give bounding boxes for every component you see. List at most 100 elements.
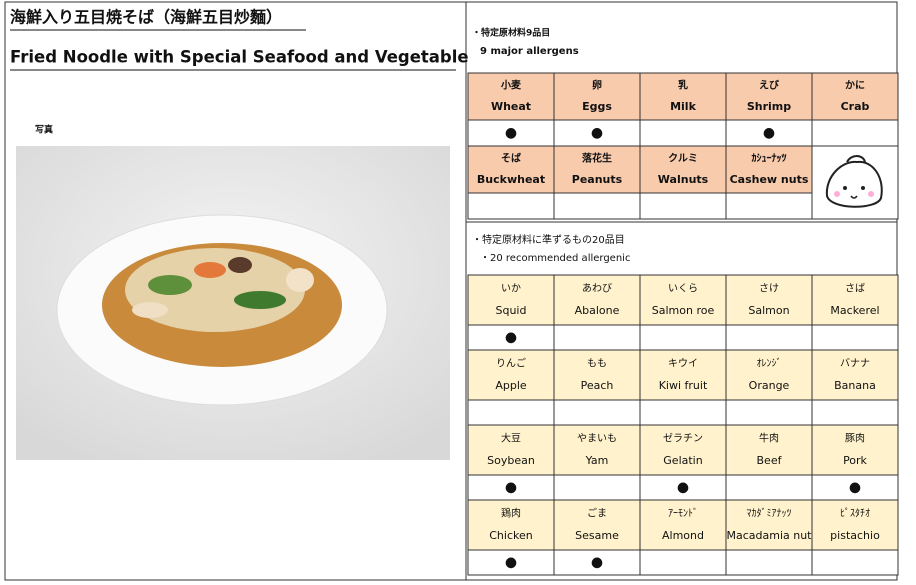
allergen-en: Pork (843, 454, 867, 467)
allergen-jp: ｱｰﾓﾝﾄﾞ (668, 508, 698, 520)
allergen-jp: ｵﾚﾝｼﾞ (757, 358, 782, 370)
name-cell (811, 424, 899, 476)
name-cell (811, 72, 899, 121)
allergen-en: Salmon (748, 304, 789, 317)
mark-cell (553, 474, 641, 501)
allergen-en: Abalone (575, 304, 620, 317)
mark-cell (553, 549, 641, 576)
allergen-en: Macadamia nut (726, 529, 812, 542)
mark-cell (811, 549, 899, 576)
mark-cell (553, 192, 641, 220)
allergen-jp: ｶｼｭｰﾅｯﾂ (752, 153, 787, 165)
allergen-jp: クルミ (668, 153, 698, 165)
allergen-jp: 落花生 (582, 152, 612, 165)
mark-cell (639, 119, 727, 147)
allergen-jp: ﾏｶﾀﾞﾐｱﾅｯﾂ (747, 508, 792, 520)
mark-cell (467, 324, 555, 351)
mark-cell (639, 474, 727, 501)
allergen-en: Beef (757, 454, 783, 467)
allergen-jp: かに (845, 80, 865, 92)
name-cell (811, 274, 899, 326)
allergen-jp: ごま (587, 507, 607, 520)
allergen-en: Sesame (575, 529, 619, 542)
allergen-en: Peanuts (572, 173, 623, 186)
name-cell (467, 274, 555, 326)
heading-en: 9 major allergens (480, 46, 579, 57)
name-cell (639, 145, 727, 194)
mark-cell (725, 399, 813, 426)
name-cell (639, 72, 727, 121)
allergen-jp: やまいも (577, 433, 617, 445)
allergen-jp: 卵 (592, 79, 602, 92)
allergen-en: Shrimp (747, 100, 791, 113)
allergen-en: Wheat (491, 100, 531, 113)
mark-cell (553, 399, 641, 426)
allergen-en: Soybean (487, 454, 535, 467)
allergen-jp: いくら (668, 283, 698, 295)
mark-cell (811, 399, 899, 426)
allergen-en: Crab (841, 100, 870, 113)
allergen-jp: ﾋﾟｽﾀﾁｵ (840, 508, 870, 520)
allergen-jp: えび (759, 79, 779, 92)
name-cell (725, 424, 813, 476)
allergen-mark: ● (505, 330, 517, 346)
photo (16, 146, 450, 460)
allergen-mark: ● (763, 125, 775, 141)
allergen-en: Banana (834, 379, 876, 392)
mark-cell (467, 192, 555, 220)
name-cell (467, 349, 555, 401)
allergen-jp: 鶏肉 (501, 507, 521, 520)
heading-en: ・20 recommended allergenic (480, 253, 630, 264)
allergen-mark: ● (677, 480, 689, 496)
name-cell (725, 274, 813, 326)
allergen-mark: ● (505, 125, 517, 141)
allergen-en: Buckwheat (477, 173, 545, 186)
allergen-jp: いか (501, 283, 521, 295)
mark-cell (725, 119, 813, 147)
mark-cell (725, 192, 813, 220)
allergen-jp: あわび (582, 283, 612, 295)
name-cell (725, 72, 813, 121)
allergen-jp: ゼラチン (663, 433, 703, 445)
heading-jp: ・特定原材料9品目 (472, 27, 550, 39)
mark-cell (639, 399, 727, 426)
allergen-mark: ● (505, 555, 517, 571)
allergen-jp: バナナ (840, 358, 870, 370)
mark-cell (639, 549, 727, 576)
mark-cell (553, 324, 641, 351)
mark-cell (467, 399, 555, 426)
allergen-en: Salmon roe (652, 304, 715, 317)
allergen-en: Walnuts (658, 173, 709, 186)
allergen-en: pistachio (830, 529, 880, 542)
allergen-en: Kiwi fruit (659, 379, 708, 392)
mark-cell (725, 324, 813, 351)
mark-cell (639, 192, 727, 220)
title-jp: 海鮮入り五目焼そば（海鮮五目炒麵） (10, 8, 282, 27)
mark-cell (725, 549, 813, 576)
allergen-en: Cashew nuts (730, 173, 809, 186)
allergen-en: Yam (585, 454, 609, 467)
name-cell (639, 424, 727, 476)
mark-cell (467, 474, 555, 501)
mark-cell (811, 119, 899, 147)
allergen-en: Almond (662, 529, 704, 542)
allergen-en: Squid (496, 304, 527, 317)
allergen-en: Apple (495, 379, 527, 392)
allergen-jp: さば (845, 283, 865, 295)
name-cell (639, 499, 727, 551)
name-cell (467, 424, 555, 476)
allergen-en: Orange (749, 379, 790, 392)
allergen-jp: 乳 (678, 79, 688, 92)
name-cell (467, 145, 555, 194)
mark-cell (725, 474, 813, 501)
allergen-en: Eggs (582, 100, 612, 113)
allergen-jp: キウイ (668, 358, 698, 370)
name-cell (553, 424, 641, 476)
mark-cell (811, 324, 899, 351)
title-en: Fried Noodle with Special Seafood and Ve… (10, 48, 469, 67)
name-cell (467, 499, 555, 551)
name-cell (639, 274, 727, 326)
allergen-jp: 豚肉 (845, 432, 865, 445)
allergen-en: Gelatin (663, 454, 702, 467)
allergen-jp: 大豆 (501, 432, 521, 445)
